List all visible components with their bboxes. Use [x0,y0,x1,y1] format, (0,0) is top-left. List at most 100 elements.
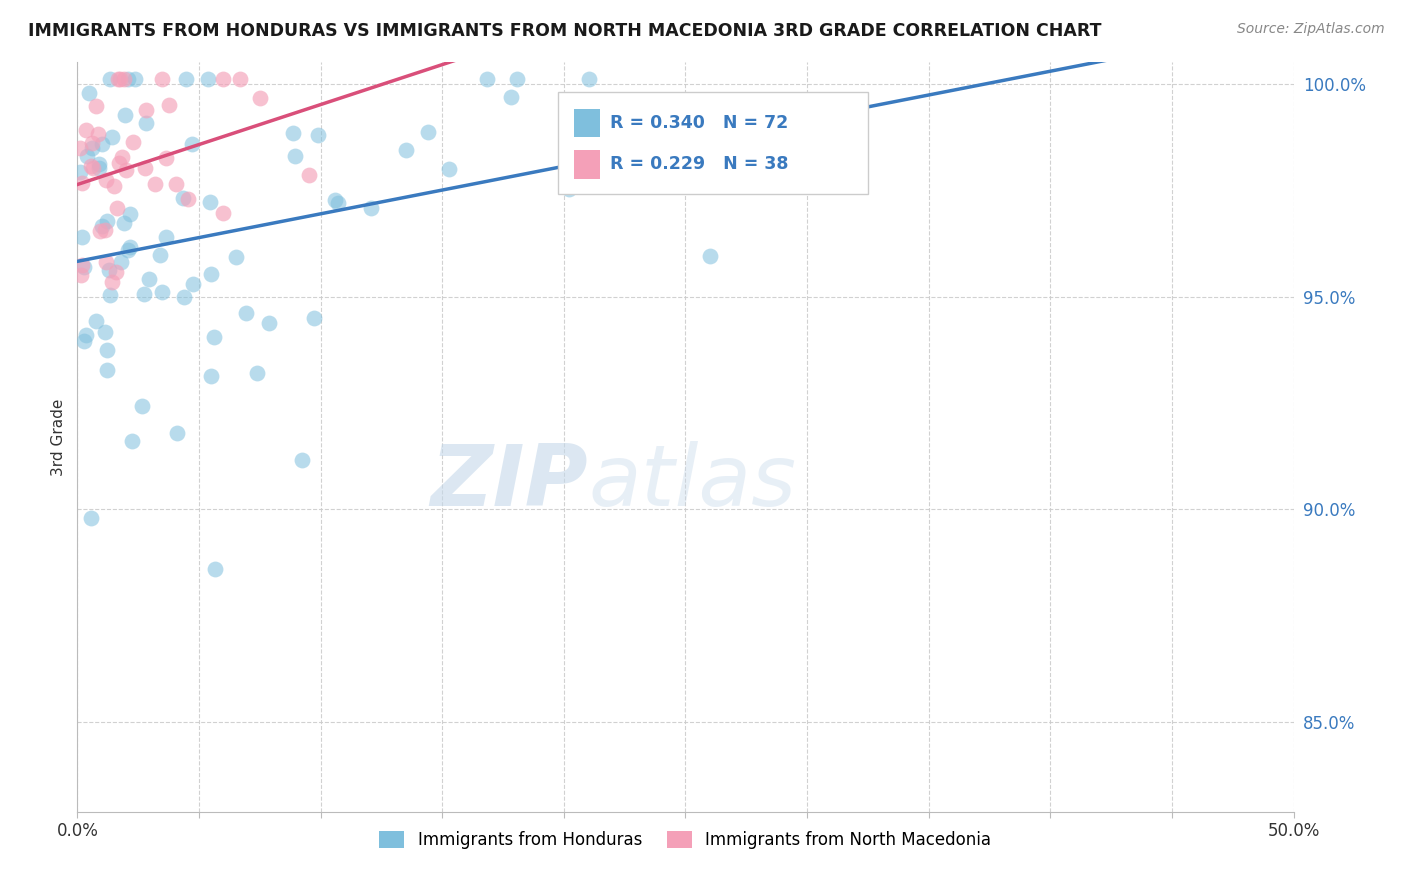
Point [122,135,145,149]
Point [89,161,111,176]
Point [91,136,114,151]
Point [101,276,124,290]
Point [177,192,200,206]
Point [298,169,321,183]
Point [69,164,91,178]
Point [166,425,188,440]
Point [86,314,108,328]
Point [202,330,225,344]
Point [576,129,599,144]
Point [475,72,498,87]
Point [82,141,104,155]
Point [82,161,104,175]
Point [132,287,155,301]
Point [212,206,235,220]
Point [246,366,269,380]
Point [96,343,118,357]
Point [86,99,108,113]
Point [98,287,121,301]
Point [138,271,160,285]
Point [204,561,226,575]
Point [75,123,97,137]
Point [235,306,257,320]
Point [249,91,271,105]
Point [89,224,111,238]
Point [165,177,187,191]
Point [308,128,330,142]
Point [96,363,118,377]
Legend: Immigrants from Honduras, Immigrants from North Macedonia: Immigrants from Honduras, Immigrants fro… [373,824,998,855]
Point [117,72,139,87]
Point [111,150,134,164]
Point [121,434,143,448]
Point [114,108,136,122]
Point [75,328,97,343]
Text: atlas: atlas [588,441,796,524]
Point [107,72,129,87]
Point [172,191,194,205]
Point [149,248,172,262]
Text: IMMIGRANTS FROM HONDURAS VS IMMIGRANTS FROM NORTH MACEDONIA 3RD GRADE CORRELATIO: IMMIGRANTS FROM HONDURAS VS IMMIGRANTS F… [28,22,1102,40]
Point [323,193,346,207]
Point [108,72,131,87]
Point [76,149,98,163]
Point [360,201,382,215]
Point [80,136,103,150]
Point [117,243,139,257]
Point [150,285,173,299]
Point [284,149,307,163]
Point [114,162,136,177]
Text: ZIP: ZIP [430,441,588,524]
Point [181,277,204,291]
Point [96,214,118,228]
Point [73,260,96,274]
Point [174,72,197,87]
Point [70,176,93,190]
Point [124,72,146,87]
Point [87,128,110,142]
Point [94,223,117,237]
Point [439,161,461,176]
Point [395,144,418,158]
Point [77,87,100,101]
Point [69,141,91,155]
Point [73,334,96,348]
Point [110,255,132,269]
Point [103,179,125,194]
Point [505,72,527,87]
Point [98,263,121,277]
Text: R = 0.340   N = 72: R = 0.340 N = 72 [610,114,789,132]
Point [416,126,439,140]
Point [259,317,281,331]
Point [150,72,173,87]
Point [70,268,93,282]
Point [291,453,314,467]
Point [131,399,153,413]
Point [89,157,111,171]
Point [283,126,305,140]
Point [501,90,523,104]
Point [70,258,93,272]
Point [180,137,202,152]
Point [229,72,252,87]
Point [578,72,600,87]
Point [200,369,222,384]
Point [120,240,142,254]
Text: Source: ZipAtlas.com: Source: ZipAtlas.com [1237,22,1385,37]
Bar [574,150,600,178]
Point [212,72,235,87]
Point [135,116,157,130]
Point [91,219,114,234]
Point [157,98,180,112]
Point [80,511,103,525]
Point [155,151,177,165]
Point [155,229,177,244]
Point [112,72,135,87]
Point [134,161,156,176]
Text: R = 0.229   N = 38: R = 0.229 N = 38 [610,155,789,173]
Point [108,156,131,170]
Point [93,326,115,340]
Point [173,290,195,304]
Point [135,103,157,117]
Point [96,255,118,269]
